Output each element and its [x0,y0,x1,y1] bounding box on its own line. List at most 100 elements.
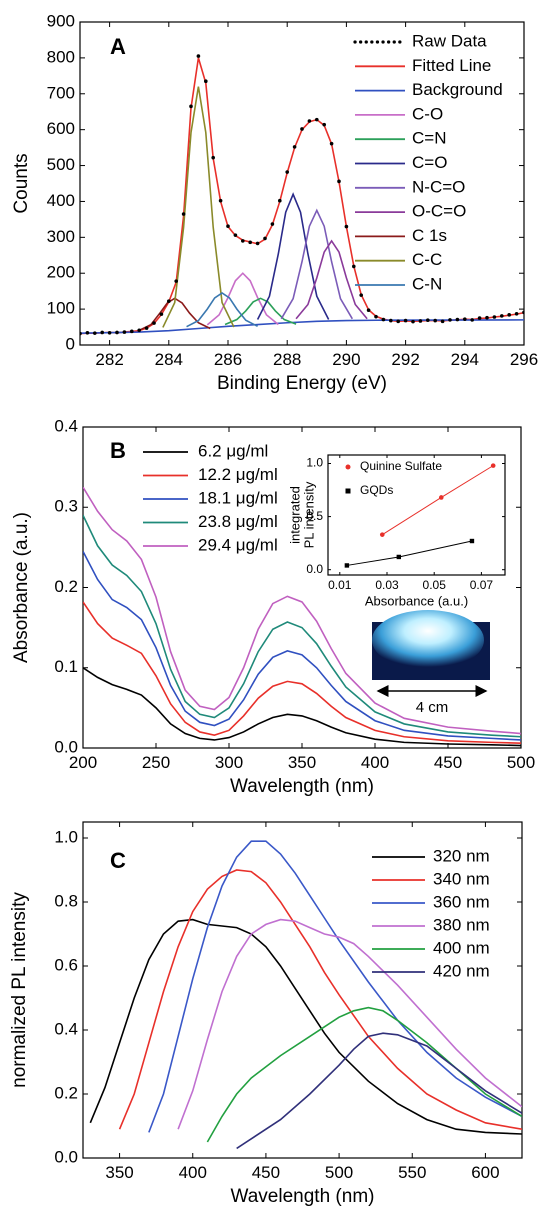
series-group [80,54,524,336]
data-point [485,315,489,320]
x-tick-label: 450 [252,1163,280,1182]
panel-label: C [110,848,126,873]
y-tick-label: 300 [47,227,75,246]
legend-label: 360 nm [433,892,490,911]
y-tick-label: 500 [47,155,75,174]
data-point [418,319,423,323]
legend-label: Background [412,80,503,99]
x-tick-label: 350 [288,753,316,772]
data-point [389,318,393,323]
data-point [285,170,290,174]
legend-swatch [345,488,351,494]
legend-swatch [345,464,351,470]
data-point [85,330,90,335]
data-point [93,331,97,335]
data-point [152,321,156,325]
series-line [83,486,521,735]
legend-label: GQDs [360,483,393,497]
y-tick-label: 0.4 [54,1019,78,1038]
y-axis-label: Counts [11,153,32,213]
data-point [366,308,371,312]
legend-label: Fitted Line [412,56,491,75]
x-axis-label: Wavelength (nm) [230,776,374,797]
legend-label: C-O [412,104,443,123]
x-tick-label: 450 [434,753,462,772]
data-point [507,313,512,317]
y-tick-label: 700 [47,83,75,102]
data-point [470,318,475,322]
data-point [438,495,444,500]
series-line [256,192,330,320]
x-tick-label: 296 [510,350,538,369]
data-point [403,318,408,323]
y-axis-label: normalized PL intensity [9,892,30,1088]
data-point [233,233,238,237]
data-point [490,463,496,468]
y-tick-label: 0.1 [54,657,78,676]
data-point [352,264,356,269]
data-point [174,279,178,283]
y-tick-label: 800 [47,47,75,66]
data-point [440,319,445,324]
data-point [344,563,350,568]
data-point [167,299,171,304]
x-tick-label: 288 [273,350,301,369]
plot-frame [82,821,523,1159]
data-point [514,311,519,316]
legend-label: 400 nm [433,938,490,957]
x-tick-label: 600 [471,1163,499,1182]
y-tick-label: 0.0 [54,737,78,756]
x-tick-label: 200 [69,753,97,772]
y-tick-label: 0.0 [54,1147,78,1166]
series-line [206,1006,522,1143]
series-line [83,667,521,747]
x-tick-label: 0.05 [423,578,447,592]
data-point [433,318,438,323]
y-tick-label: 0.6 [54,955,78,974]
series-line [148,840,522,1133]
legend-label: C=N [412,129,446,148]
data-point [426,318,430,323]
data-point [477,316,482,320]
legend-label: 380 nm [433,915,490,934]
data-point [211,155,215,160]
data-point [381,317,386,322]
data-point [263,236,267,241]
legend-label: 420 nm [433,961,490,980]
x-tick-label: 290 [332,350,360,369]
data-point [411,319,415,324]
x-tick-label: 0.03 [375,578,399,592]
legend-label: 18.1 μg/ml [198,488,278,507]
data-point [337,179,341,184]
legend-label: Quinine Sulfate [360,459,442,473]
y-tick-label: 1.0 [54,827,78,846]
data-point [100,330,104,335]
panel-label: B [110,438,126,463]
legend-label: C-N [412,274,442,293]
series-group [83,486,521,747]
series-line [295,239,368,320]
legend-label: C-C [412,250,442,269]
data-point [396,319,401,324]
plot-frame [327,454,506,576]
x-tick-label: 550 [398,1163,426,1182]
data-point [359,293,364,297]
series-line [162,86,235,328]
data-point [455,317,460,322]
y-axis-label: Absorbance (a.u.) [11,512,32,663]
panel-label: A [110,34,126,59]
data-point [307,119,312,123]
data-point [500,314,504,318]
x-axis-label: Absorbance (a.u.) [365,593,468,608]
x-tick-label: 294 [451,350,479,369]
y-tick-label: 100 [47,299,75,318]
legend-label: 320 nm [433,846,490,865]
data-point [448,318,452,322]
series-line [83,514,521,738]
data-point [396,554,401,560]
data-point [329,141,334,146]
x-axis-label: Binding Energy (eV) [217,373,387,394]
y-tick-label: 200 [47,263,75,282]
x-tick-label: 300 [215,753,243,772]
